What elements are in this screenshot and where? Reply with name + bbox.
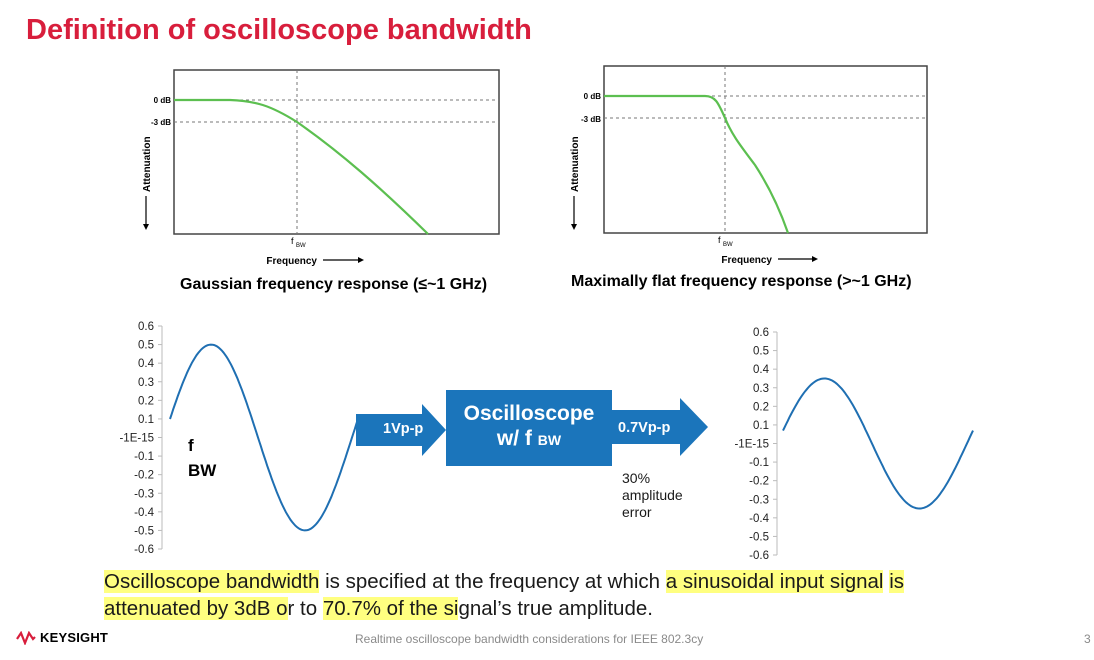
gaussian-y-arrowhead <box>143 224 149 230</box>
y-tick-label: 0.3 <box>753 383 769 395</box>
maxflat-x-label: Frequency <box>721 255 772 266</box>
y-tick-label: 0.2 <box>138 395 154 407</box>
y-tick-label: 0.1 <box>753 420 769 432</box>
slide-title: Definition of oscilloscope bandwidth <box>26 14 532 46</box>
y-tick-label: 0.4 <box>753 364 770 376</box>
y-tick-label: 0.5 <box>753 346 769 358</box>
y-tick-label: -0.3 <box>134 488 154 500</box>
maxflat-0db-tick: 0 dB <box>584 92 602 101</box>
y-tick-label: -1E-15 <box>119 433 154 445</box>
maxflat-x-arrowhead <box>812 256 818 262</box>
y-tick-label: -0.4 <box>749 513 769 525</box>
oscilloscope-box-title: Oscilloscope <box>463 402 595 425</box>
gaussian-caption: Gaussian frequency response (≤~1 GHz) <box>180 276 488 293</box>
fbw-annotation-f: f <box>188 436 194 455</box>
output-sine-chart: 0.6 0.5 0.4 0.3 0.2 0.1 -1E-15 -0.1 -0.2 -0.3 -0.4… <box>734 327 974 562</box>
text-4: gnal’s true amplitude. <box>458 597 653 620</box>
fbw-annotation-sub: BW <box>188 461 217 480</box>
highlight-1: Oscilloscope bandwidth <box>104 570 320 593</box>
y-tick-label: 0.2 <box>753 401 769 413</box>
y-tick-label: 0.3 <box>138 377 154 389</box>
text-3: r to <box>287 597 323 620</box>
output-arrow <box>612 398 708 456</box>
input-arrow-label: 1Vp-p <box>383 421 424 437</box>
gaussian-curve <box>174 98 429 235</box>
highlight-2: a sinusoidal input signal <box>665 570 884 593</box>
keysight-logo: KEYSIGHT <box>16 630 108 645</box>
input-sine-chart: 0.6 0.5 0.4 0.3 0.2 0.1 -1E-15 -0.1 -0.2 -0.3 -0.4… <box>119 321 359 556</box>
text-1: is specified at the frequency at which <box>319 570 666 593</box>
y-tick-label: -0.2 <box>134 470 154 482</box>
y-tick-label: -0.6 <box>134 544 154 556</box>
maxflat-fbw-sub: BW <box>723 242 733 248</box>
y-tick-label: 0.1 <box>138 414 154 426</box>
maxflat-plot-frame <box>603 65 928 234</box>
y-tick-label: -0.1 <box>134 451 154 463</box>
y-tick-label: -0.1 <box>749 457 769 469</box>
gaussian-y-label: Attenuation <box>142 136 153 192</box>
gaussian-response-chart: 0 dB -3 dB f BW Frequency Attenuation <box>142 69 500 267</box>
maxflat-caption: Maximally flat frequency response (>~1 G… <box>571 273 912 290</box>
maxflat-y-label: Attenuation <box>570 136 581 192</box>
input-arrow <box>356 404 446 456</box>
y-tick-label: -0.5 <box>134 525 154 537</box>
y-tick-label: 0.6 <box>753 327 769 339</box>
gaussian-fbw-f: f <box>291 236 294 246</box>
amplitude-error-note: 30% amplitude error <box>622 470 683 520</box>
page-number: 3 <box>1084 632 1091 646</box>
gaussian-x-arrowhead <box>358 257 364 263</box>
gaussian-0db-tick: 0 dB <box>154 96 172 105</box>
gaussian-x-label: Frequency <box>266 256 317 267</box>
oscilloscope-box: Oscilloscope w/ f BW <box>446 390 612 466</box>
keysight-logo-text: KEYSIGHT <box>40 630 109 645</box>
oscilloscope-box-subtitle: w/ f BW <box>446 426 612 453</box>
sine-wave-series <box>782 377 974 510</box>
footer-title: Realtime oscilloscope bandwidth consider… <box>355 632 704 646</box>
maxflat-response-chart: 0 dB -3 dB f BW Frequency Attenuation <box>570 65 928 266</box>
y-tick-label: 0.4 <box>138 358 155 370</box>
maxflat-3db-tick: -3 dB <box>581 115 601 124</box>
output-arrow-label: 0.7Vp-p <box>618 420 671 436</box>
y-tick-label: 0.5 <box>138 340 154 352</box>
y-tick-label: -0.2 <box>749 476 769 488</box>
maxflat-y-arrowhead <box>571 224 577 230</box>
y-tick-label: 0.6 <box>138 321 154 333</box>
sine-wave-series <box>169 343 359 532</box>
y-tick-label: -1E-15 <box>734 439 769 451</box>
y-tick-label: -0.5 <box>749 531 769 543</box>
maxflat-curve <box>604 94 790 234</box>
oscilloscope-box-wf: w/ f <box>496 427 532 450</box>
maxflat-fbw-f: f <box>718 235 721 245</box>
y-tick-label: -0.3 <box>749 494 769 506</box>
y-tick-label: -0.4 <box>134 507 154 519</box>
highlight-4: 70.7% of the si <box>322 597 459 620</box>
keysight-wave-icon <box>16 630 36 645</box>
bandwidth-definition-text: Oscilloscope bandwidth is specified at t… <box>104 568 1004 622</box>
oscilloscope-box-bw: BW <box>537 432 562 448</box>
gaussian-3db-tick: -3 dB <box>151 118 171 127</box>
fbw-annotation: f BW <box>188 436 216 479</box>
y-tick-label: -0.6 <box>749 550 769 562</box>
gaussian-fbw-sub: BW <box>296 243 306 249</box>
